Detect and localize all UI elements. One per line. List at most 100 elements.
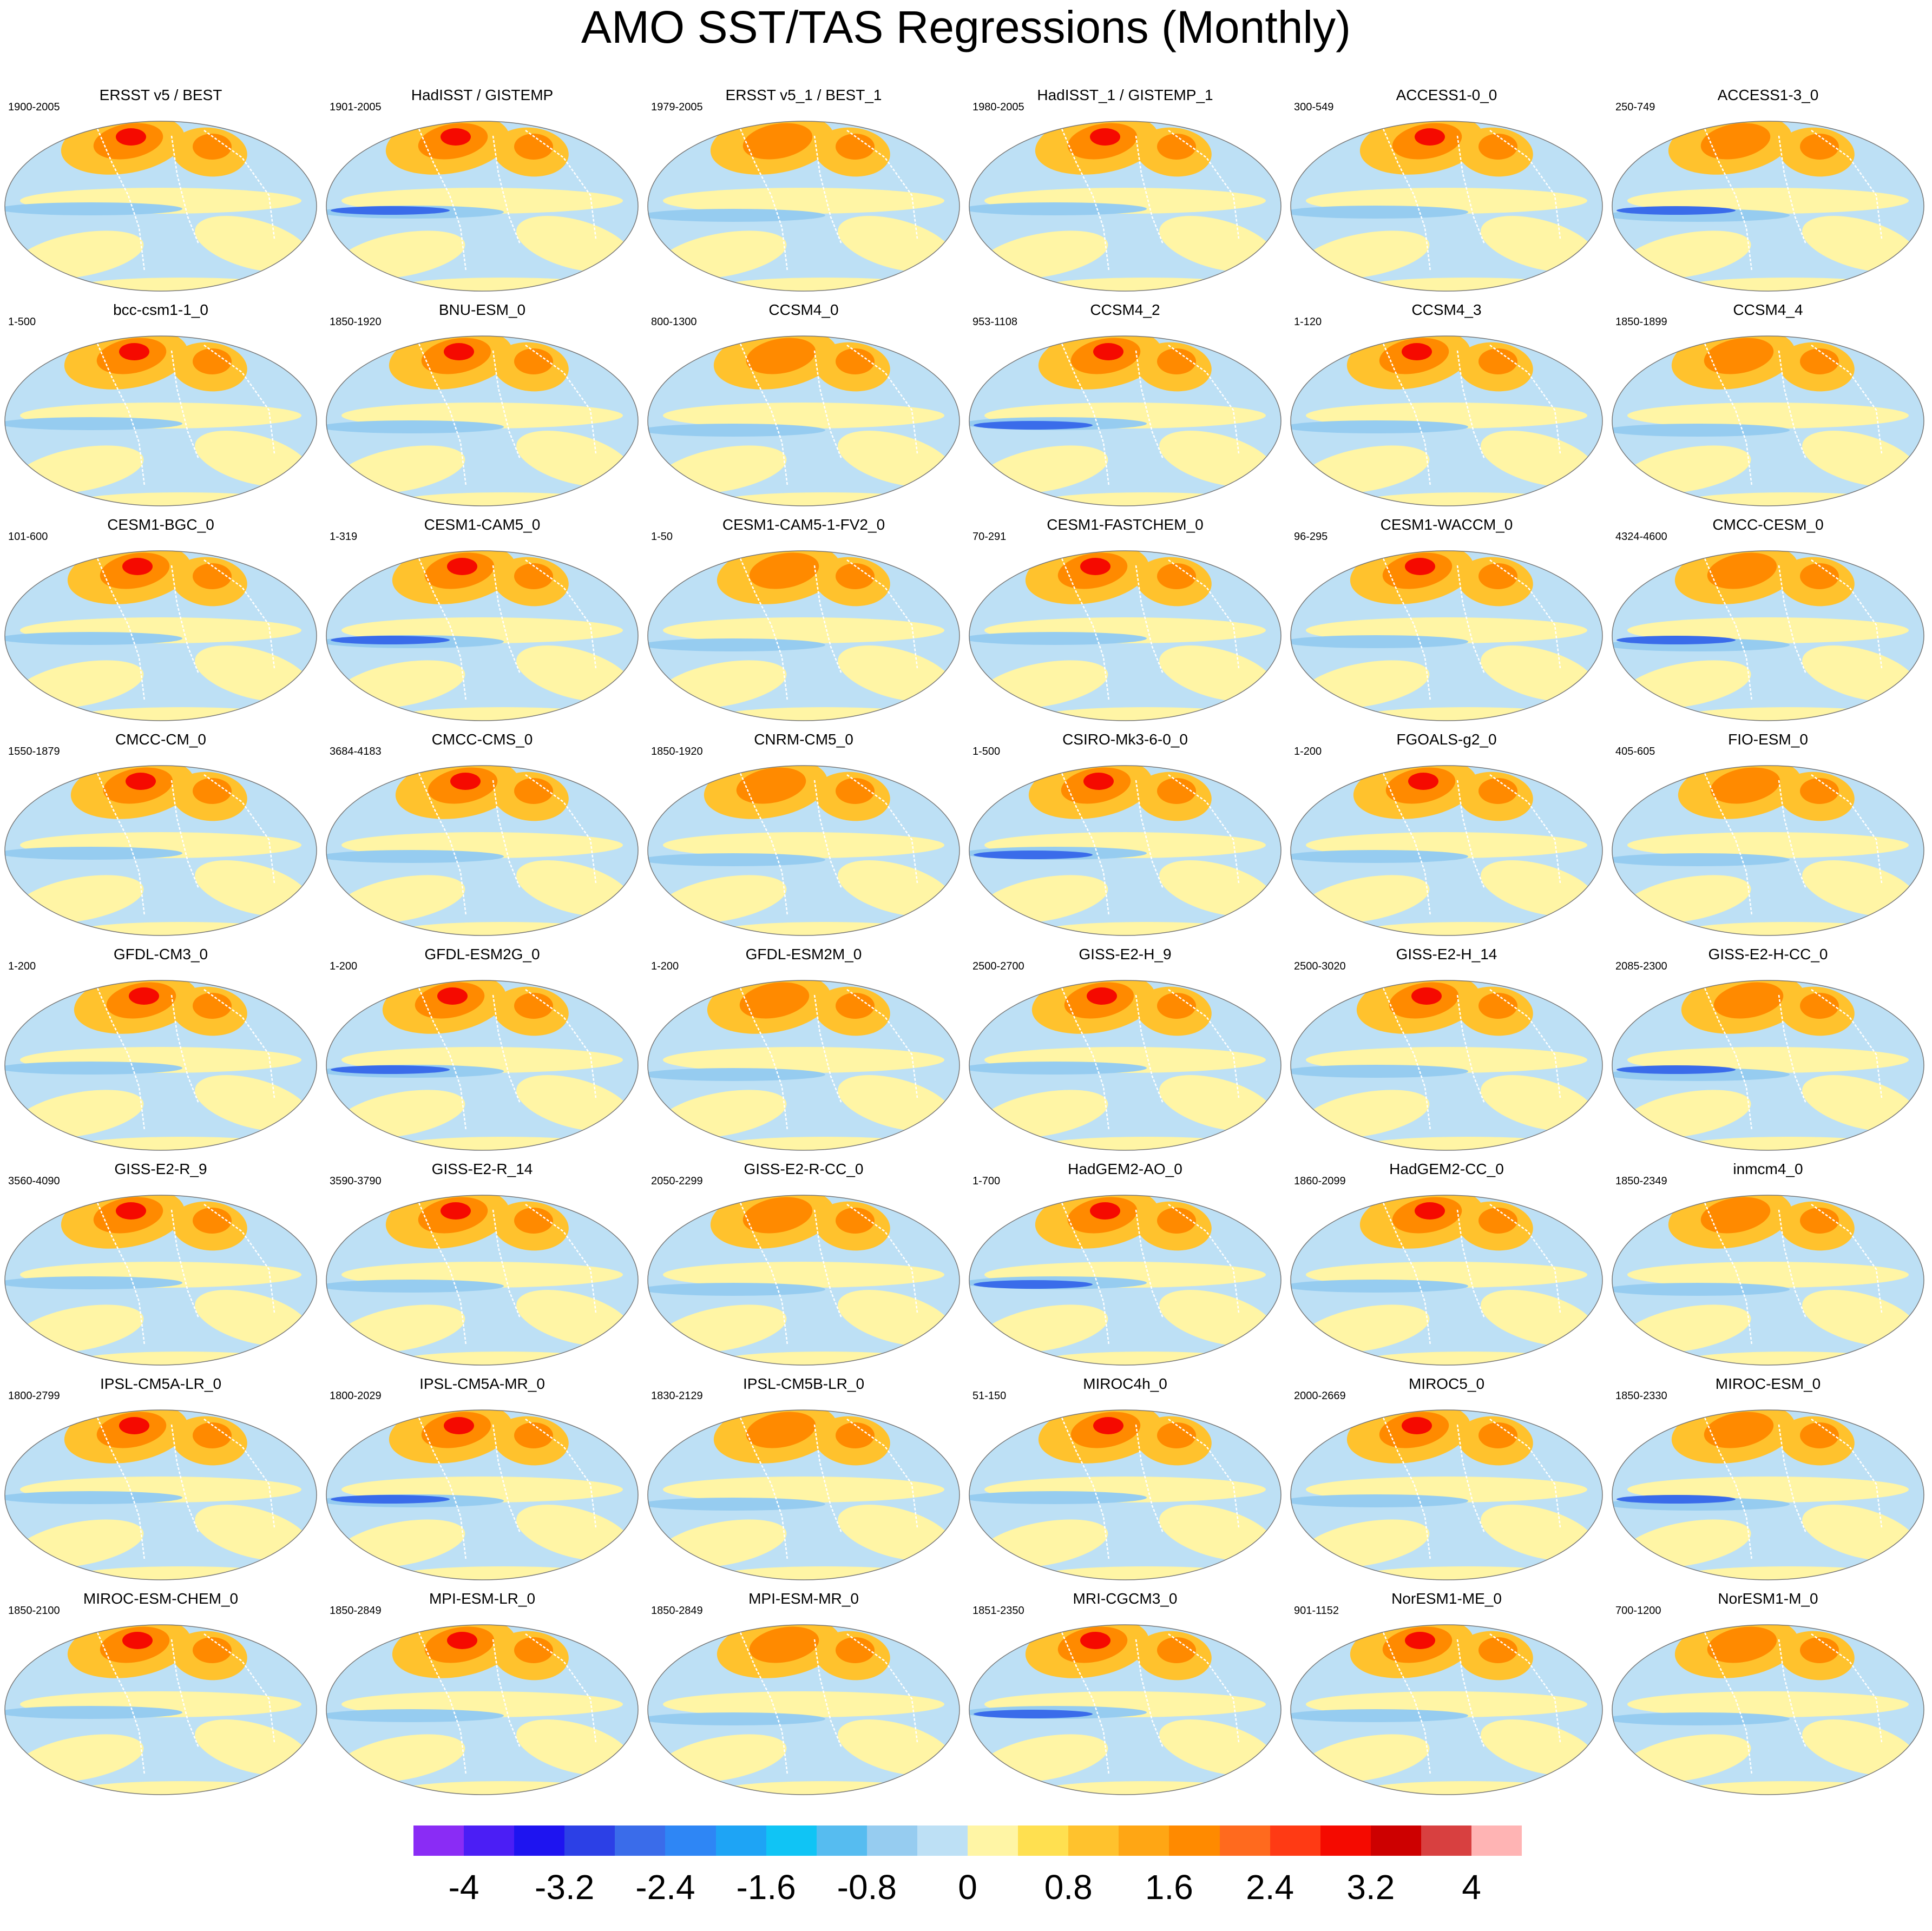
coastline [846, 1418, 918, 1528]
panel-title: HadGEM2-AO_0 [1068, 1161, 1182, 1177]
map-border [1290, 1195, 1603, 1366]
colorbar-swatch [413, 1825, 464, 1856]
north-atlantic-max [1080, 558, 1110, 575]
panel-years: 3560-4090 [8, 1175, 60, 1187]
north-atlantic-max [116, 1202, 146, 1220]
eurasia-core [836, 1422, 875, 1448]
world-map [1290, 550, 1603, 721]
weak-positive-area [1627, 832, 1909, 858]
world-map [969, 1195, 1282, 1366]
panel-title: CMCC-CM_0 [115, 731, 206, 748]
panel-title: GISS-E2-R_9 [114, 1161, 207, 1177]
panel-title: GFDL-ESM2M_0 [745, 946, 862, 963]
coastline [1059, 339, 1110, 486]
coastline [95, 769, 146, 916]
coastline [1381, 124, 1431, 272]
world-map [1290, 1409, 1603, 1580]
weak-positive-area [74, 1137, 291, 1150]
equatorial-negative-band [1291, 420, 1468, 433]
coastline [95, 124, 146, 272]
eurasia-core [514, 1637, 553, 1663]
weak-positive-area [663, 1477, 944, 1502]
map-border [1290, 335, 1603, 506]
map-panel: NorESM1-ME_0 901-1152 [1290, 1590, 1604, 1822]
coastline [203, 1633, 275, 1743]
equatorial-negative-band [5, 1276, 182, 1289]
coastline [1135, 135, 1164, 245]
map-panel: CESM1-BGC_0 101-600 [4, 516, 318, 748]
panel-title: CCSM4_3 [1411, 301, 1482, 318]
panel-years: 1850-2330 [1615, 1390, 1667, 1402]
map-panel: CESM1-FASTCHEM_0 70-291 [968, 516, 1282, 748]
map-panel: GISS-E2-H_14 2500-3020 [1290, 946, 1604, 1177]
panel-years: 1550-1879 [8, 746, 60, 757]
eurasia-core [1157, 778, 1196, 804]
weak-positive-area [1681, 278, 1898, 291]
eurasia-core [1478, 778, 1517, 804]
coastline [1811, 1418, 1883, 1528]
coastline [525, 344, 597, 454]
weak-positive-area [516, 1075, 632, 1131]
map-border [4, 121, 317, 292]
equatorial-negative-band [648, 1712, 825, 1725]
panel-title: CCSM4_4 [1733, 301, 1803, 318]
north-atlantic-core [739, 982, 810, 1019]
coastline [846, 1633, 918, 1743]
eurasia-core [1157, 1208, 1196, 1234]
eurasia-core [836, 993, 875, 1019]
eurasia-core [514, 993, 553, 1019]
eurasia-core [1478, 134, 1517, 160]
weak-positive-area [663, 1691, 944, 1717]
north-atlantic-max [1087, 987, 1117, 1005]
coastline [1059, 1628, 1110, 1775]
coastline [1489, 988, 1561, 1098]
equatorial-negative-band [5, 632, 182, 645]
north-atlantic-max [444, 1417, 474, 1434]
equatorial-negative-band [648, 853, 825, 866]
panel-years: 1850-2100 [8, 1605, 60, 1617]
coastline [846, 988, 918, 1098]
weak-positive-area [1159, 1719, 1275, 1776]
equatorial-negative-band [648, 209, 825, 222]
panel-title: MPI-ESM-MR_0 [748, 1590, 859, 1607]
north-atlantic-max [1411, 987, 1442, 1005]
map-border [1290, 550, 1603, 721]
coastline [492, 350, 521, 459]
weak-positive-area [74, 1781, 291, 1795]
weak-positive-area [717, 492, 934, 506]
map-panel: GFDL-ESM2G_0 1-200 [325, 946, 639, 1177]
coastline [170, 135, 200, 245]
panel-years: 1-200 [651, 960, 679, 972]
eurasia-core [193, 348, 232, 374]
map-panel: CCSM4_4 1850-1899 [1611, 301, 1925, 533]
world-map [1290, 1624, 1603, 1795]
north-atlantic-core [1700, 123, 1771, 160]
map-panel: IPSL-CM5A-LR_0 1800-2799 [4, 1375, 318, 1607]
coastline [1168, 1418, 1240, 1528]
coastline [813, 1209, 843, 1319]
weak-positive-area [516, 1505, 632, 1561]
weak-positive-area [717, 1352, 934, 1365]
coastline [813, 565, 843, 674]
world-map [4, 980, 317, 1151]
colorbar-swatch [866, 1825, 917, 1856]
north-atlantic-core [1707, 552, 1777, 589]
north-atlantic-max [1408, 773, 1438, 790]
north-atlantic-max [1080, 1632, 1110, 1649]
panel-title: MIROC-ESM_0 [1715, 1375, 1821, 1392]
world-map [969, 1624, 1282, 1795]
map-border [1612, 980, 1924, 1151]
map-panel: CESM1-WACCM_0 96-295 [1290, 516, 1604, 748]
coastline [1135, 1424, 1164, 1533]
panel-years: 901-1152 [1294, 1605, 1339, 1617]
coastline [1135, 350, 1164, 459]
weak-positive-area [396, 707, 612, 721]
equatorial-strong-negative [331, 636, 450, 644]
panel-years: 1800-2029 [330, 1390, 382, 1402]
north-atlantic-core [746, 1412, 816, 1448]
coastline [416, 339, 467, 486]
coastline [416, 769, 467, 916]
map-panel: CCSM4_3 1-120 [1290, 301, 1604, 533]
eurasia-core [836, 1208, 875, 1234]
equatorial-negative-band [1612, 1712, 1790, 1725]
